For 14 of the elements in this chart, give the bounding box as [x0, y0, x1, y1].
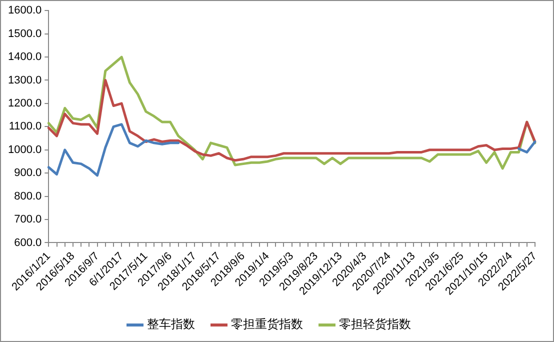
y-tick-label: 1500.0	[8, 28, 42, 40]
y-tick-label: 800.0	[14, 190, 42, 202]
y-tick-label: 1100.0	[8, 120, 42, 133]
y-tick-label: 1600.0	[8, 4, 42, 17]
y-tick-label: 600.0	[14, 236, 42, 249]
y-tick-label: 700.0	[14, 214, 42, 226]
legend-label: 零担重货指数	[231, 317, 303, 332]
y-tick-label: 900.0	[14, 167, 42, 180]
y-tick-label: 1000.0	[8, 144, 42, 156]
y-tick-label: 1200.0	[8, 97, 42, 110]
y-tick-label: 1400.0	[8, 51, 42, 64]
legend-label: 零担轻货指数	[339, 317, 411, 332]
legend-label: 整车指数	[147, 317, 195, 332]
y-tick-label: 1300.0	[8, 74, 42, 86]
